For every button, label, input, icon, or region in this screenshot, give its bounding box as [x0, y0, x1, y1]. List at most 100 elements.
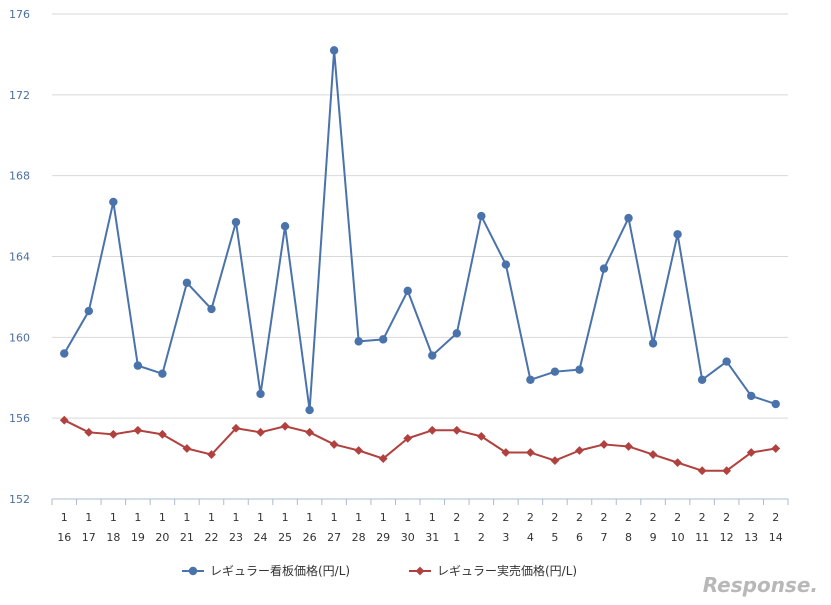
- x-tick-day: 7: [601, 531, 608, 544]
- data-point: [305, 427, 314, 437]
- data-point: [108, 429, 118, 439]
- data-point: [329, 440, 339, 449]
- data-point: [648, 339, 658, 348]
- x-tick-day: 1: [453, 531, 460, 544]
- data-point: [428, 351, 437, 360]
- data-point: [624, 213, 633, 223]
- data-point: [354, 446, 364, 455]
- data-point: [697, 466, 707, 476]
- x-tick-day: 6: [576, 531, 583, 544]
- x-tick-day: 26: [303, 531, 317, 544]
- x-tick-month: 2: [748, 511, 755, 524]
- x-tick-month: 2: [650, 511, 657, 524]
- x-tick-day: 30: [401, 531, 415, 544]
- x-tick-month: 2: [772, 511, 779, 524]
- y-tick-label: 152: [9, 493, 30, 506]
- y-axis-ticks: 152 156 160 164 168 172 176: [9, 8, 30, 506]
- x-tick-month: 1: [355, 511, 362, 524]
- data-point: [354, 337, 363, 346]
- x-tick-day: 19: [131, 531, 145, 544]
- x-tick-day: 28: [352, 531, 366, 544]
- x-tick-month: 2: [674, 511, 681, 524]
- data-point: [231, 217, 241, 227]
- x-tick-day: 13: [744, 531, 758, 544]
- data-point: [329, 46, 339, 55]
- x-tick-day: 2: [478, 531, 485, 544]
- legend-marker: [188, 566, 198, 576]
- x-tick-day: 12: [720, 531, 734, 544]
- x-tick-month: 1: [331, 511, 338, 524]
- data-point: [526, 375, 535, 384]
- x-tick-day: 3: [502, 531, 509, 544]
- x-tick-day: 20: [155, 531, 169, 544]
- data-point: [673, 230, 682, 239]
- legend-label: レギュラー看板価格(円/L): [210, 563, 350, 578]
- x-tick-month: 1: [429, 511, 436, 524]
- y-tick-label: 172: [9, 89, 30, 102]
- data-point: [747, 391, 756, 401]
- x-tick-day: 25: [278, 531, 292, 544]
- x-tick-day: 24: [254, 531, 268, 544]
- data-point: [84, 427, 94, 437]
- x-tick-month: 2: [625, 511, 632, 524]
- data-point: [133, 425, 143, 435]
- x-tick-day: 29: [376, 531, 390, 544]
- x-tick-day: 23: [229, 531, 243, 544]
- x-tick-month: 1: [306, 511, 313, 524]
- x-tick-month: 1: [134, 511, 141, 524]
- series-line-1: [63, 419, 776, 472]
- x-tick-month: 1: [208, 511, 215, 524]
- y-tick-label: 168: [9, 170, 30, 183]
- data-point: [60, 349, 69, 358]
- data-point: [526, 448, 535, 457]
- data-point: [256, 427, 265, 437]
- x-tick-day: 4: [527, 531, 534, 544]
- data-point: [378, 454, 388, 463]
- x-tick-month: 2: [576, 511, 583, 524]
- data-point: [722, 357, 731, 366]
- data-point: [231, 423, 241, 433]
- x-tick-month: 2: [699, 511, 706, 524]
- gridlines: [52, 13, 788, 419]
- x-tick-month: 1: [85, 511, 92, 524]
- x-tick-day: 10: [671, 531, 685, 544]
- data-point: [599, 440, 609, 449]
- x-tick-month: 1: [404, 511, 411, 524]
- data-point: [109, 197, 118, 207]
- data-point: [182, 278, 192, 287]
- x-tick-month: 1: [233, 511, 240, 524]
- x-tick-month: 1: [61, 511, 68, 524]
- legend: レギュラー看板価格(円/L) レギュラー実売価格(円/L): [182, 563, 577, 578]
- x-tick-month: 1: [380, 511, 387, 524]
- data-point: [771, 444, 781, 453]
- x-tick-month: 1: [257, 511, 264, 524]
- data-point: [280, 221, 290, 231]
- x-tick-month: 1: [110, 511, 117, 524]
- legend-marker: [415, 566, 425, 576]
- data-point: [697, 375, 707, 384]
- watermark: Response.: [703, 573, 818, 597]
- x-tick-day: 31: [425, 531, 439, 544]
- y-tick-label: 164: [9, 251, 30, 264]
- data-point: [476, 431, 486, 441]
- data-point: [403, 286, 412, 296]
- data-point: [133, 361, 143, 370]
- x-tick-day: 17: [82, 531, 96, 544]
- x-tick-month: 1: [282, 511, 289, 524]
- x-tick-month: 2: [502, 511, 509, 524]
- legend-label: レギュラー実売価格(円/L): [437, 563, 577, 578]
- data-point: [305, 405, 314, 415]
- data-point: [158, 429, 167, 439]
- data-point: [427, 425, 437, 435]
- x-tick-day: 22: [204, 531, 218, 544]
- data-point: [477, 211, 486, 221]
- series-markers: [59, 46, 781, 476]
- x-tick-day: 8: [625, 531, 632, 544]
- x-tick-month: 2: [601, 511, 608, 524]
- x-tick-day: 14: [769, 531, 783, 544]
- series-line-0: [63, 49, 777, 412]
- y-tick-label: 176: [9, 8, 30, 21]
- data-point: [207, 304, 216, 314]
- x-tick-day: 11: [695, 531, 709, 544]
